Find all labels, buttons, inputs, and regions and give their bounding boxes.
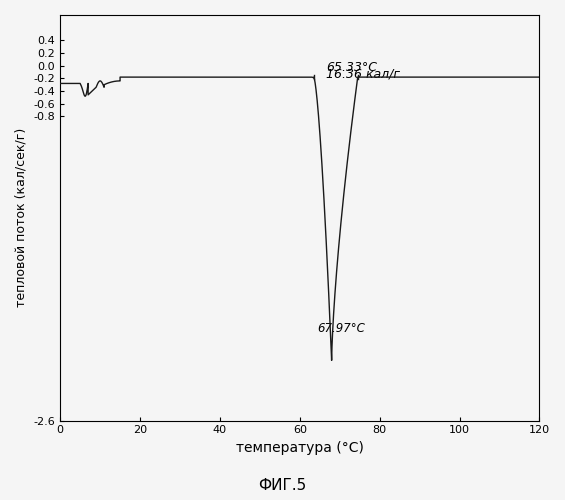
Text: 67.97°C: 67.97°C bbox=[318, 322, 366, 335]
Text: 16.36 кал/г: 16.36 кал/г bbox=[326, 67, 400, 80]
Text: 65.33°C: 65.33°C bbox=[326, 61, 377, 74]
X-axis label: температура (°C): температура (°C) bbox=[236, 441, 364, 455]
Y-axis label: тепловой поток (кал/сек/г): тепловой поток (кал/сек/г) bbox=[15, 128, 28, 308]
Text: ФИГ.5: ФИГ.5 bbox=[258, 478, 307, 493]
